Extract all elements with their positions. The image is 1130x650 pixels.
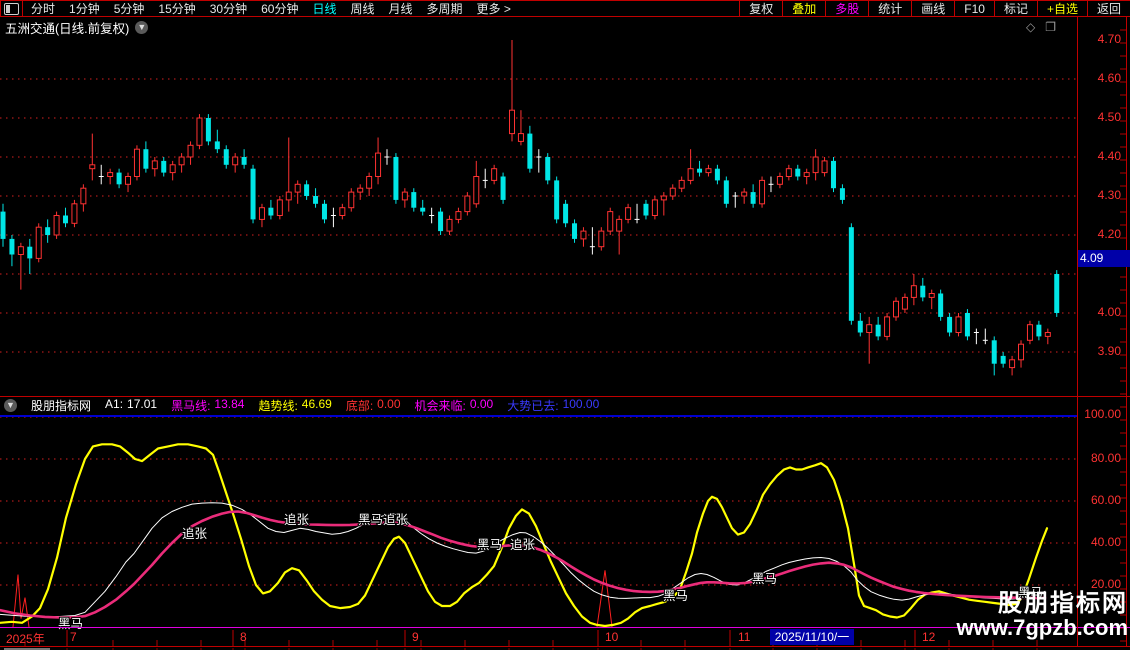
indicator-header: ▼ 股朋指标网 A1: 17.01 黑马线: 13.84 趋势线: 46.69 底部: 0.0… bbox=[0, 397, 1081, 414]
tab-weekly[interactable]: 周线 bbox=[350, 2, 375, 16]
price-axis-label: 4.20 bbox=[1097, 227, 1121, 241]
panel-toggle-icon[interactable]: ❐ bbox=[1045, 20, 1056, 34]
indicator-field-3: 底部: 0.00 bbox=[346, 397, 401, 414]
indicator-axis-label: 40.00 bbox=[1090, 535, 1121, 549]
tab-monthly[interactable]: 月线 bbox=[388, 2, 413, 16]
signal-label: 黑马追张 bbox=[358, 512, 409, 527]
indicator-axis-label: 80.00 bbox=[1090, 451, 1121, 465]
btn-overlay[interactable]: 叠加 bbox=[782, 1, 825, 16]
title-bar: 五洲交通(日线.前复权) ▼ bbox=[0, 19, 1082, 36]
indicator-field-label: 大势已去: bbox=[507, 399, 559, 413]
month-label-8: 8 bbox=[240, 630, 247, 644]
month-label-9: 9 bbox=[412, 630, 419, 644]
btn-stats[interactable]: 统计 bbox=[868, 1, 911, 16]
btn-f10[interactable]: F10 bbox=[954, 1, 994, 16]
watermark-site: 股朋指标网 bbox=[998, 590, 1128, 617]
tab-multiperiod[interactable]: 多周期 bbox=[426, 2, 463, 16]
indicator-field-label: 趋势线: bbox=[258, 399, 298, 413]
price-axis-label: 4.40 bbox=[1097, 149, 1121, 163]
indicator-field-value: 0.00 bbox=[377, 397, 401, 411]
price-axis-label: 4.50 bbox=[1097, 110, 1121, 124]
collapse-icon[interactable]: ▼ bbox=[4, 399, 17, 412]
tab-daily[interactable]: 日线 bbox=[312, 2, 337, 16]
indicator-field-label: A1: bbox=[105, 397, 124, 411]
pane-divider-line[interactable] bbox=[0, 396, 1130, 397]
month-label-12: 12 bbox=[922, 630, 936, 644]
tab-30min[interactable]: 30分钟 bbox=[209, 2, 248, 16]
tab-15min[interactable]: 15分钟 bbox=[158, 2, 196, 16]
btn-mark[interactable]: 标记 bbox=[993, 1, 1037, 16]
month-label-7: 7 bbox=[70, 630, 77, 644]
indicator-site-name: 股朋指标网 bbox=[31, 399, 92, 413]
axis-left-border bbox=[1077, 17, 1078, 647]
btn-addwatch[interactable]: +自选 bbox=[1036, 1, 1087, 16]
indicator-field-label: 底部: bbox=[345, 399, 374, 413]
period-menu-bar: 分时 1分钟 5分钟 15分钟 30分钟 60分钟 日线 周线 月线 多周期 更多 > 复权 叠加 多股… bbox=[0, 0, 1130, 17]
btn-back[interactable]: 返回 bbox=[1086, 1, 1130, 16]
tab-5min[interactable]: 5分钟 bbox=[113, 2, 145, 16]
date-axis: 2025年 7 8 9 10 11 12 2025/11/10/一 bbox=[0, 629, 1130, 646]
indicator-field-value: 13.84 bbox=[214, 397, 245, 411]
indicator-field-label: 黑马线: bbox=[171, 399, 211, 413]
price-axis-label: 4.60 bbox=[1097, 71, 1121, 85]
price-axis-label: 4.70 bbox=[1097, 32, 1121, 46]
last-price-badge: 4.09 bbox=[1078, 250, 1130, 267]
price-axis-label: 4.00 bbox=[1097, 305, 1121, 319]
signal-label: 追张 bbox=[182, 526, 208, 541]
indicator-field-value: 100.00 bbox=[562, 397, 600, 411]
indicator-field-value: 17.01 bbox=[127, 397, 158, 411]
price-axis-label: 3.90 bbox=[1097, 344, 1121, 358]
price-axis-label: 4.30 bbox=[1097, 188, 1121, 202]
tab-60min[interactable]: 60分钟 bbox=[261, 2, 299, 16]
indicator-top-border bbox=[0, 415, 1077, 417]
indicator-bottom-border bbox=[0, 627, 1130, 628]
watermark-url: www.7gpzb.com bbox=[956, 615, 1128, 641]
indicator-axis-label: 100.00 bbox=[1084, 407, 1121, 421]
cutoff-row-fragment bbox=[4, 648, 50, 650]
signal-label: 追张 bbox=[510, 537, 536, 552]
year-label: 2025年 bbox=[6, 632, 45, 646]
btn-fuquan[interactable]: 复权 bbox=[739, 1, 782, 16]
indicator-field-value: 46.69 bbox=[301, 397, 332, 411]
indicator-values: A1: 17.01 黑马线: 13.84 趋势线: 46.69 底部: 0.00 机会来临: 0.… bbox=[105, 397, 599, 414]
indicator-field-1: 黑马线: 13.84 bbox=[171, 397, 244, 414]
date-badge: 2025/11/10/一 bbox=[770, 629, 854, 645]
signal-label: 黑马 bbox=[1018, 586, 1043, 600]
tool-buttons: 复权 叠加 多股 统计 画线 F10 标记 +自选 返回 bbox=[739, 1, 1130, 16]
period-tabs: 分时 1分钟 5分钟 15分钟 30分钟 60分钟 日线 周线 月线 多周期 更多 > bbox=[23, 0, 511, 17]
window-icon bbox=[4, 2, 19, 15]
btn-multistock[interactable]: 多股 bbox=[825, 1, 868, 16]
tab-fenshi[interactable]: 分时 bbox=[31, 2, 56, 16]
date-row-border bbox=[0, 646, 1130, 647]
diamond-icon[interactable]: ◇ bbox=[1026, 20, 1036, 34]
indicator-field-5: 大势已去: 100.00 bbox=[507, 397, 599, 414]
signal-label: 黑马 bbox=[752, 572, 777, 586]
indicator-field-4: 机会来临: 0.00 bbox=[415, 397, 494, 414]
indicator-axis-label: 20.00 bbox=[1090, 577, 1121, 591]
indicator-axis-label: 60.00 bbox=[1090, 493, 1121, 507]
signal-label: 追张 bbox=[284, 512, 310, 527]
month-label-11: 11 bbox=[738, 630, 751, 644]
indicator-field-0: A1: 17.01 bbox=[105, 397, 157, 414]
indicator-field-label: 机会来临: bbox=[414, 399, 466, 413]
window-icon-cell[interactable] bbox=[0, 1, 23, 16]
indicator-field-2: 趋势线: 46.69 bbox=[258, 397, 331, 414]
month-label-10: 10 bbox=[605, 630, 619, 644]
signal-label: 黑马 bbox=[663, 589, 688, 603]
title-bar-icons: ◇ ❐ bbox=[1026, 20, 1056, 34]
tab-more[interactable]: 更多 > bbox=[476, 2, 511, 16]
btn-drawline[interactable]: 画线 bbox=[911, 1, 954, 16]
indicator-field-value: 0.00 bbox=[469, 397, 494, 411]
tab-1min[interactable]: 1分钟 bbox=[69, 2, 100, 16]
signal-label: 黑马 bbox=[477, 538, 502, 552]
stock-title: 五洲交通(日线.前复权) bbox=[5, 21, 130, 36]
axis-right-border[interactable] bbox=[1126, 17, 1127, 647]
chevron-down-icon[interactable]: ▼ bbox=[135, 20, 149, 34]
watermark: 股朋指标网 www.7gpzb.com bbox=[956, 591, 1128, 639]
